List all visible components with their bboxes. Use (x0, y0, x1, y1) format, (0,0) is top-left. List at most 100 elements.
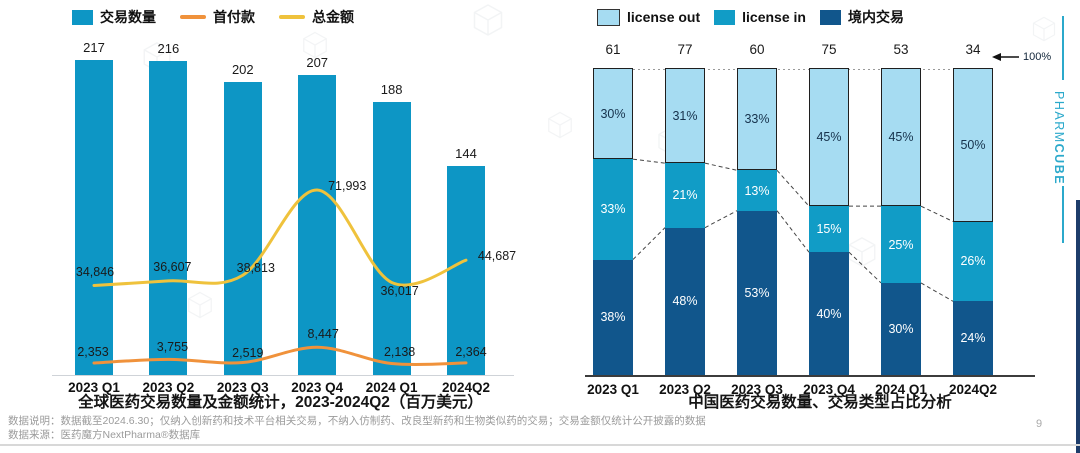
legend-item-deal-count: 交易数量 (72, 7, 156, 27)
legend-global-chart: 交易数量 首付款 总金额 (72, 7, 378, 27)
deal-count-bar (75, 60, 113, 375)
line-value-label: 2,353 (77, 344, 109, 359)
legend-swatch (597, 8, 620, 26)
legend-label: license out (627, 9, 701, 25)
footnote-data-source: 数据来源：医药魔方NextPharma®数据库 (8, 429, 201, 441)
watermark-cube-icon (473, 4, 503, 36)
line-value-label: 44,687 (477, 249, 517, 264)
x-tick-label: 2023 Q3 (731, 382, 783, 397)
left-chart-title: 全球医药交易数量及金额统计，2023-2024Q2（百万美元） (78, 394, 483, 411)
domestic-segment (665, 227, 705, 375)
deal-count-bar (298, 74, 337, 375)
bar-value-label: 202 (231, 61, 254, 77)
license-in-segment (881, 206, 921, 283)
watermark-cube-icon (188, 291, 212, 319)
sidebar-line-top (1062, 16, 1064, 80)
license-in-segment (953, 221, 993, 302)
legend-item-domestic: 境内交易 (819, 7, 904, 27)
x-tick-label: 2023 Q1 (68, 380, 120, 395)
hundred-percent-label: 100% (1023, 51, 1052, 63)
bar-value-label: 207 (306, 54, 329, 70)
total-count-label: 77 (677, 42, 693, 57)
segment-connector (632, 158, 666, 164)
bar-value-label: 217 (83, 40, 105, 55)
connector-overlay (593, 69, 993, 302)
legend-label: 总金额 (312, 9, 354, 25)
legend-swatch (819, 9, 841, 25)
line-value-label: 2,364 (455, 344, 487, 359)
pct-label: 45% (816, 130, 842, 145)
domestic-segment (881, 282, 921, 375)
bar-value-label: 216 (157, 41, 180, 57)
total-amount-line (92, 188, 468, 287)
line-value-label: 8,447 (307, 327, 339, 342)
legend-swatch (72, 9, 93, 25)
segment-connector (776, 210, 810, 253)
watermark-cube-icon (303, 31, 327, 59)
pct-label: 33% (600, 202, 626, 217)
upfront-line (92, 345, 468, 367)
bar-value-label: 144 (455, 145, 477, 161)
pct-label: 24% (960, 331, 986, 346)
segment-connector (848, 251, 882, 284)
line-value-label: 3,755 (156, 340, 189, 355)
legend-item-license-out: license out (597, 8, 701, 26)
pct-label: 30% (600, 106, 626, 121)
right-chart-title: 中国医药交易数量、交易类型占比分析 (688, 394, 952, 411)
deal-count-bar (372, 102, 411, 375)
x-tick-label: 2023 Q4 (803, 382, 855, 397)
license-in-segment (737, 170, 777, 211)
segment-connector (776, 170, 810, 207)
line-value-label: 36,607 (153, 259, 192, 274)
line-value-label: 38,813 (236, 261, 275, 276)
watermark-cube-icon (548, 111, 572, 139)
license-in-segment (593, 159, 633, 260)
license-out-segment (953, 68, 993, 222)
sidebar-line-bottom (1062, 186, 1064, 243)
legend-swatch (714, 9, 736, 25)
deal-count-bar (223, 81, 262, 375)
license-out-segment (593, 68, 633, 160)
x-axis-line (52, 375, 514, 376)
pct-label: 40% (816, 306, 842, 321)
legend-item-total-amount: 总金额 (279, 7, 354, 27)
license-in-segment (809, 206, 849, 253)
domestic-segment (593, 259, 633, 375)
legend-label: 境内交易 (847, 9, 904, 25)
x-tick-label: 2023 Q4 (291, 380, 344, 395)
segment-connector (920, 205, 954, 222)
pct-label: 45% (888, 130, 914, 145)
watermark-cube-icon (1032, 16, 1056, 42)
deal-count-bar (447, 165, 485, 375)
x-tick-label: 2023 Q2 (659, 382, 711, 397)
legend-label: 首付款 (213, 9, 255, 25)
pct-label: 30% (888, 321, 914, 336)
x-tick-label: 2023 Q1 (587, 382, 639, 397)
domestic-segment (809, 252, 849, 375)
left-arrow-icon (992, 53, 1019, 61)
license-out-segment (737, 68, 777, 171)
pct-label: 50% (960, 137, 986, 152)
legend-item-upfront: 首付款 (180, 7, 255, 27)
total-count-label: 34 (965, 42, 981, 57)
x-tick-label: 2023 Q3 (216, 380, 269, 395)
x-axis-line (585, 375, 1035, 377)
bar-value-label: 188 (380, 82, 403, 98)
x-tick-label: 2024 Q1 (875, 382, 927, 397)
total-count-label: 61 (605, 42, 621, 57)
hundred-percent-annotation: 100% (992, 51, 1051, 63)
license-out-segment (809, 68, 849, 207)
legend-swatch (279, 15, 305, 19)
deal-count-bar (149, 61, 188, 375)
x-tick-label: 2024Q2 (441, 380, 491, 395)
segment-connector (632, 227, 666, 260)
legend-item-license-in: license in (714, 9, 806, 25)
pct-label: 31% (672, 108, 698, 123)
total-count-label: 60 (749, 42, 765, 57)
segment-connector (920, 282, 954, 302)
watermark-cube-icon (848, 237, 876, 267)
line-overlay (92, 188, 468, 367)
pct-label: 26% (960, 254, 986, 269)
pct-label: 13% (744, 183, 770, 198)
legend-swatch (180, 15, 206, 19)
